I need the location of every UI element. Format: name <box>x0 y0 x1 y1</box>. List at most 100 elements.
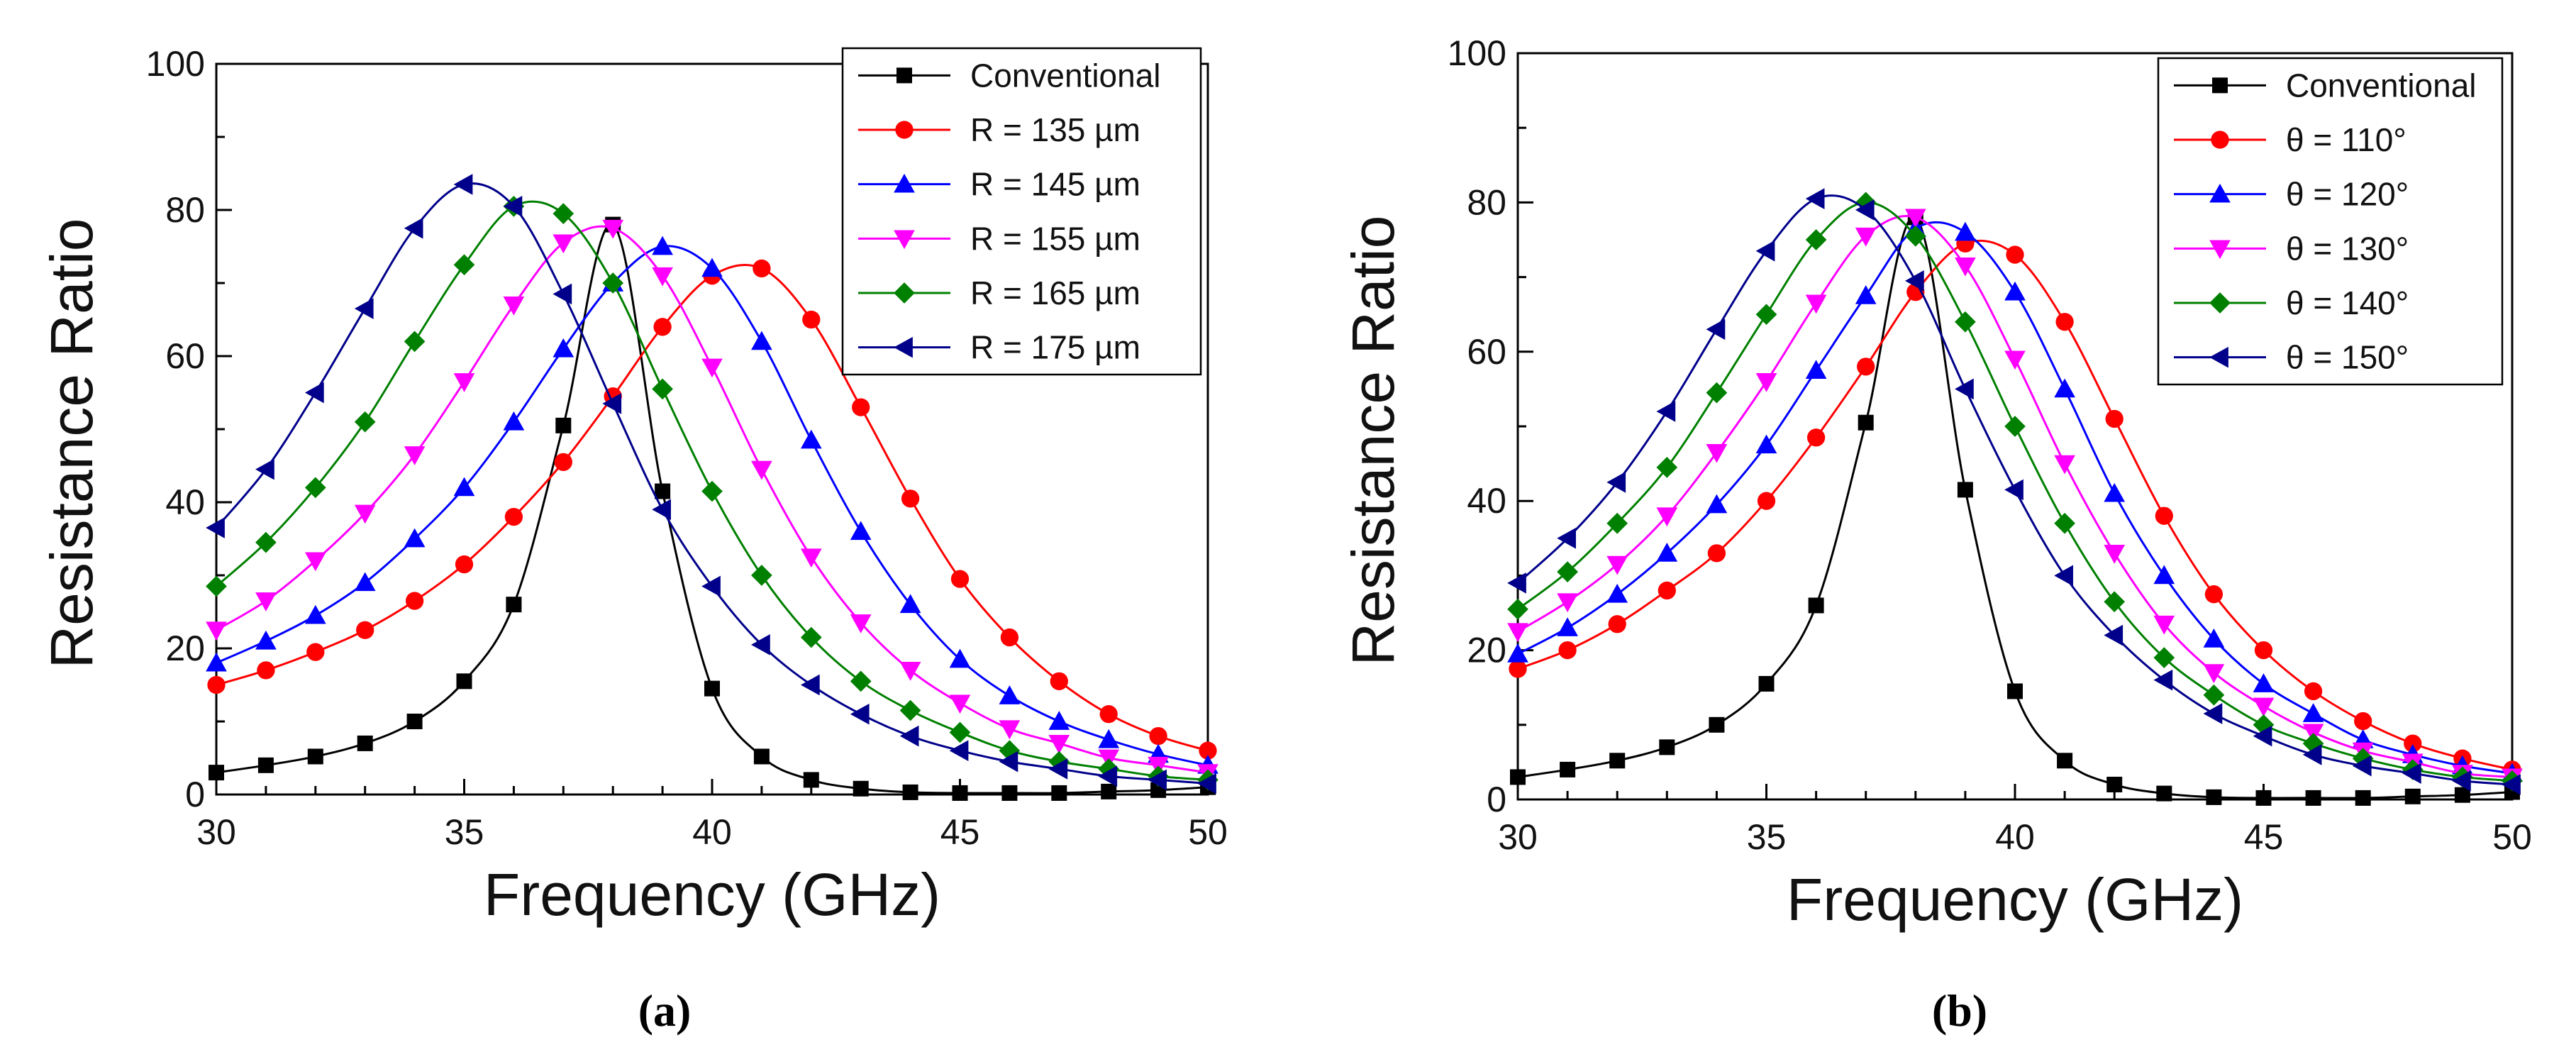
data-point <box>1904 225 1926 247</box>
data-point <box>1048 735 1070 754</box>
legend-marker <box>894 173 915 193</box>
data-point <box>553 338 574 358</box>
data-point <box>602 272 624 294</box>
data-point <box>949 694 971 714</box>
data-point <box>2305 790 2321 806</box>
data-point <box>800 674 820 696</box>
data-point <box>1656 507 1678 527</box>
data-point <box>1099 705 1118 724</box>
legend-item: R = 145 µm <box>858 166 1140 203</box>
data-point <box>2304 682 2323 701</box>
data-point <box>503 297 525 316</box>
data-point <box>899 594 921 614</box>
data-point <box>404 446 426 465</box>
data-point <box>1957 482 1973 498</box>
data-point <box>2203 703 2223 724</box>
data-point <box>1048 758 1068 780</box>
data-point <box>655 483 671 499</box>
data-point <box>704 680 720 697</box>
legend-label: θ = 140° <box>2286 284 2409 321</box>
x-axis-title: Frequency (GHz) <box>1787 866 2243 933</box>
data-point <box>2355 790 2371 806</box>
data-point <box>1197 773 1216 794</box>
data-point <box>1656 457 1678 478</box>
data-point <box>1101 783 1117 799</box>
data-point <box>1855 227 1877 247</box>
data-point <box>1149 726 1167 746</box>
legend-item: θ = 150° <box>2174 339 2409 376</box>
data-point <box>2007 683 2023 699</box>
data-point <box>257 757 274 773</box>
data-point <box>701 480 723 502</box>
x-tick-label: 40 <box>692 812 732 852</box>
data-point <box>255 458 274 480</box>
data-point <box>207 675 226 694</box>
data-point <box>999 751 1018 773</box>
data-point <box>357 735 373 751</box>
legend-marker <box>896 67 912 84</box>
data-point <box>753 259 771 278</box>
data-point <box>554 453 572 471</box>
legend-label: θ = 110° <box>2286 121 2406 158</box>
data-point <box>1805 188 1825 209</box>
legend-label: θ = 150° <box>2286 339 2409 376</box>
data-point <box>1560 761 1576 777</box>
legend-item: θ = 140° <box>2174 284 2409 321</box>
legend-item: R = 165 µm <box>858 275 1140 311</box>
data-point <box>1557 593 1578 613</box>
data-point <box>1659 739 1675 755</box>
legend-box <box>2157 57 2504 386</box>
y-tick-label: 0 <box>185 775 205 814</box>
data-point <box>206 575 227 597</box>
series-b-3 <box>1507 209 2523 788</box>
data-point <box>304 604 326 624</box>
data-point <box>2354 712 2372 731</box>
data-point <box>2452 770 2471 792</box>
data-point <box>1606 555 1628 575</box>
data-point <box>206 517 225 538</box>
data-point <box>1755 304 1777 326</box>
data-point <box>1706 382 1728 404</box>
data-point <box>2006 245 2024 264</box>
data-point <box>1855 285 1877 304</box>
data-point <box>2004 281 2026 301</box>
data-point <box>354 411 376 433</box>
x-tick-label: 50 <box>2492 817 2532 857</box>
data-point <box>1755 373 1777 392</box>
y-tick-label: 80 <box>165 190 205 230</box>
legend-marker <box>2209 240 2231 260</box>
data-point <box>1000 628 1019 647</box>
data-point <box>753 748 770 765</box>
data-point <box>1755 240 1775 262</box>
data-point <box>553 234 574 254</box>
x-axis-title: Frequency (GHz) <box>484 861 940 928</box>
data-point <box>850 521 872 541</box>
data-point <box>405 592 424 610</box>
data-point <box>2155 506 2173 525</box>
y-tick-label: 0 <box>1487 780 1506 819</box>
data-point <box>2104 544 2126 564</box>
data-point <box>1048 711 1070 730</box>
data-point <box>1098 765 1118 787</box>
legend-item: R = 135 µm <box>858 111 1140 148</box>
data-point <box>2153 669 2173 691</box>
data-point <box>2153 647 2175 668</box>
data-point <box>803 772 819 788</box>
data-point <box>206 621 227 641</box>
data-point <box>950 570 970 588</box>
data-point <box>404 217 423 239</box>
data-point <box>354 504 376 524</box>
data-point <box>2004 416 2026 437</box>
data-point <box>1706 319 1726 340</box>
data-point <box>455 555 474 574</box>
data-point <box>456 673 472 690</box>
legend-label: θ = 130° <box>2286 230 2409 267</box>
data-point <box>354 572 376 592</box>
x-tick-label: 40 <box>1995 817 2035 857</box>
legend-label: R = 135 µm <box>970 111 1140 148</box>
series-a-2 <box>206 236 1218 774</box>
legend-item: θ = 120° <box>2174 176 2409 213</box>
data-point <box>1609 753 1626 769</box>
data-point <box>652 267 673 287</box>
data-point <box>800 626 822 648</box>
